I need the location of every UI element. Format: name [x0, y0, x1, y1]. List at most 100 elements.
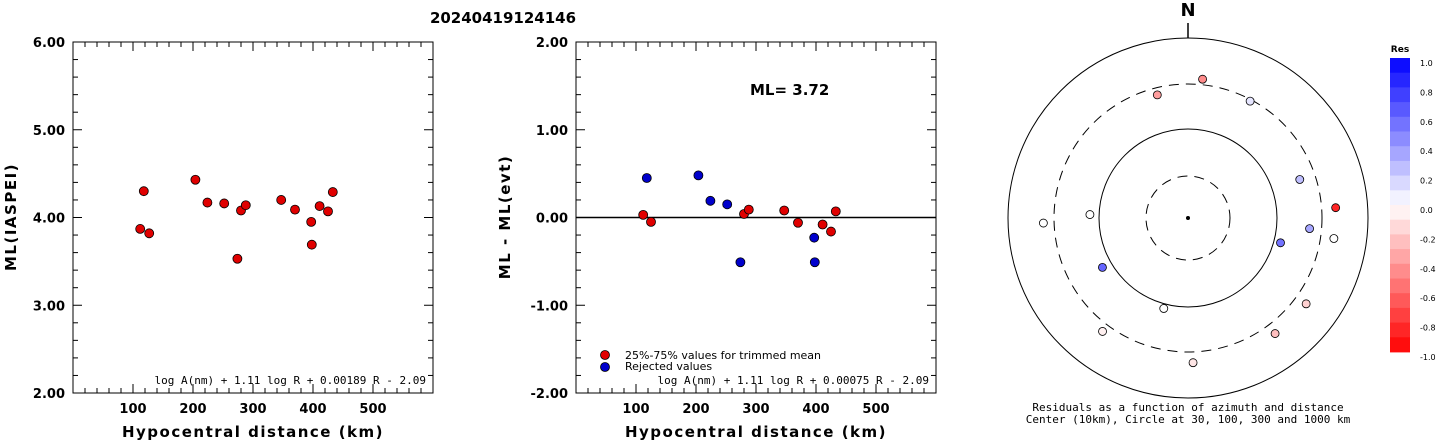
colorbar-tick-label: -0.4 — [1420, 265, 1436, 274]
residual-vs-distance-panel: 100 200 300 400 500 -2.00 -1.00 0.00 1.00 2.00 ML… — [496, 36, 937, 441]
y-tick-label: 3.00 — [33, 299, 65, 314]
colorbar-segment — [1390, 146, 1410, 162]
y-tick-label: 4.00 — [33, 212, 65, 227]
data-point — [190, 174, 201, 185]
data-point — [290, 204, 300, 215]
y-axis-label: ML(IASPEI) — [2, 163, 20, 271]
trimmed-point — [743, 204, 754, 215]
colorbar-segment — [1390, 249, 1410, 265]
station-marker — [1085, 210, 1095, 219]
data-point — [306, 216, 317, 227]
station-marker — [1270, 329, 1280, 338]
formula-text: log A(nm) + 1.11 log R + 0.00189 R - 2.0… — [154, 374, 426, 387]
x-tick-label: 400 — [802, 402, 829, 417]
x-tick-label: 300 — [239, 402, 266, 417]
ml-annotation: ML= 3.72 — [750, 81, 829, 99]
colorbar-tick-label: 1.0 — [1420, 59, 1433, 68]
station-marker — [1198, 74, 1207, 84]
data-point — [323, 206, 333, 217]
y-tick-label: 6.00 — [33, 36, 65, 51]
colorbar-segment — [1390, 322, 1410, 338]
legend-marker-trimmed — [600, 350, 610, 360]
rejected-point — [641, 173, 652, 183]
colorbar-segment — [1390, 337, 1410, 353]
magnitude-vs-distance-panel: 100 200 300 400 500 2.00 3.00 4.00 5.00 6.00 Hypo… — [2, 36, 434, 441]
station-marker — [1159, 304, 1169, 313]
legend-label-trimmed: 25%-75% values for trimmed mean — [625, 349, 821, 362]
colorbar-segment — [1390, 190, 1410, 206]
azimuth-residual-panel: N Residuals as a function of azimuth and… — [1007, 0, 1436, 426]
x-tick-label: 500 — [359, 402, 386, 417]
trimmed-point — [830, 206, 841, 217]
x-tick-label: 100 — [622, 402, 649, 417]
data-point — [306, 239, 317, 250]
y-tick-label: 2.00 — [536, 36, 568, 51]
data-point — [202, 197, 213, 208]
colorbar-segment — [1390, 278, 1410, 294]
station-marker — [1188, 358, 1198, 368]
station-marker — [1331, 203, 1341, 213]
data-point — [327, 187, 338, 197]
trimmed-point — [793, 217, 803, 228]
y-tick-label: -2.00 — [531, 387, 568, 402]
axis-ticks: 100 200 300 400 500 2.00 3.00 4.00 5.00 6.00 — [33, 36, 433, 417]
colorbar-segment — [1390, 116, 1410, 132]
colorbar: 1.0 0.8 0.6 0.4 0.2 0.0 -0.2 -0.4 -0.6 -0.8 -1.0 — [1390, 58, 1436, 362]
colorbar-segment — [1390, 131, 1410, 147]
colorbar-segment — [1390, 72, 1410, 88]
colorbar-title: Res — [1391, 45, 1409, 55]
colorbar-tick-label: 0.8 — [1420, 88, 1433, 97]
data-point — [138, 186, 149, 197]
y-axis-label: ML - ML(evt) — [496, 155, 514, 279]
station-marker — [1295, 175, 1305, 184]
station-marker — [1152, 90, 1162, 100]
caption-line-1: Residuals as a function of azimuth and d… — [1032, 401, 1343, 414]
station-marker — [1329, 234, 1339, 243]
trimmed-point — [826, 226, 836, 237]
figure-title: 20240419124146 — [430, 9, 576, 27]
colorbar-segment — [1390, 293, 1410, 309]
station-marker — [1305, 224, 1314, 234]
data-point — [232, 253, 243, 264]
center-dot — [1186, 216, 1190, 220]
data-point — [219, 198, 230, 209]
colorbar-segment — [1390, 263, 1410, 279]
colorbar-tick-label: 0.0 — [1420, 206, 1433, 215]
ring-100km — [1098, 128, 1278, 308]
rejected-point — [705, 195, 716, 206]
colorbar-tick-label: -0.8 — [1420, 324, 1436, 333]
colorbar-segment — [1390, 87, 1410, 103]
x-tick-label: 100 — [119, 402, 146, 417]
y-tick-label: 0.00 — [536, 212, 568, 227]
colorbar-segment — [1390, 175, 1410, 191]
trimmed-point — [817, 219, 828, 230]
colorbar-segment — [1390, 205, 1410, 221]
colorbar-tick-label: -1.0 — [1420, 353, 1436, 362]
x-tick-label: 400 — [299, 402, 326, 417]
colorbar-tick-label: 0.2 — [1420, 177, 1433, 186]
y-tick-label: 2.00 — [33, 387, 65, 402]
rejected-point — [722, 199, 733, 210]
x-tick-label: 200 — [682, 402, 709, 417]
y-tick-label: -1.00 — [531, 299, 568, 314]
colorbar-segment — [1390, 58, 1410, 74]
data-point — [135, 224, 146, 234]
caption-line-2: Center (10km), Circle at 30, 100, 300 an… — [1026, 413, 1351, 426]
formula-text: log A(nm) + 1.11 log R + 0.00075 R - 2.0… — [657, 374, 929, 387]
data-point — [314, 201, 325, 211]
data-points — [135, 174, 338, 264]
colorbar-segment — [1390, 102, 1410, 118]
x-tick-label: 500 — [862, 402, 889, 417]
trimmed-point — [646, 216, 656, 227]
plot-frame — [72, 41, 434, 394]
trimmed-point — [779, 205, 790, 216]
colorbar-segment — [1390, 160, 1410, 176]
ring-30km — [1145, 175, 1231, 261]
legend-marker-rejected — [600, 362, 610, 372]
rejected-point — [735, 257, 746, 268]
x-axis-label: Hypocentral distance (km) — [625, 423, 887, 441]
rejected-point — [693, 170, 704, 181]
rejected-point — [809, 232, 820, 243]
colorbar-segment — [1390, 219, 1410, 235]
